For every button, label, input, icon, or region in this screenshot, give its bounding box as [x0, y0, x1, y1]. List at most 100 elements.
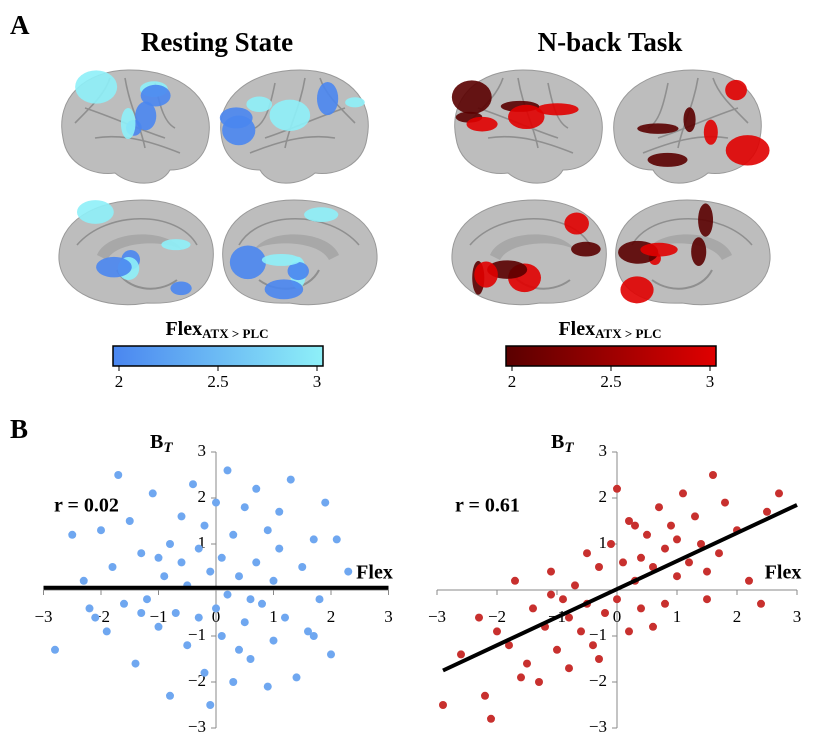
x-tick-label: 2: [508, 372, 517, 391]
data-point: [595, 563, 603, 571]
activation-patch: [246, 96, 273, 112]
activation-patch: [451, 80, 492, 114]
brain: [451, 199, 607, 306]
data-point: [565, 664, 573, 673]
data-point: [589, 641, 597, 650]
activation-patch: [96, 256, 132, 278]
data-point: [183, 641, 192, 650]
data-point: [200, 668, 209, 677]
corpus-callosum: [647, 234, 732, 260]
data-point: [595, 655, 603, 663]
data-point: [263, 682, 272, 691]
data-point: [166, 540, 174, 548]
corpus-callosum: [490, 234, 575, 260]
data-point: [275, 507, 284, 516]
data-point: [613, 484, 621, 493]
activation-patch: [76, 200, 114, 224]
panel-label: B: [10, 414, 28, 444]
data-point: [571, 581, 579, 590]
data-point: [505, 641, 513, 650]
data-point: [281, 613, 289, 622]
data-point: [757, 599, 765, 608]
brain: [58, 199, 214, 306]
data-point: [125, 517, 134, 525]
data-point: [240, 503, 249, 512]
activation-patch: [725, 79, 747, 101]
data-point: [114, 471, 123, 479]
y-axis-label-main: B: [150, 431, 163, 453]
data-point: [309, 632, 318, 640]
data-point: [559, 595, 567, 604]
activation-patch: [691, 237, 707, 266]
data-point: [625, 517, 633, 525]
activation-patch: [135, 101, 157, 131]
data-point: [535, 678, 543, 686]
data-point: [721, 498, 729, 507]
data-point: [691, 512, 699, 521]
activation-patch: [120, 107, 136, 140]
data-point: [240, 618, 249, 627]
data-point: [309, 535, 318, 544]
annotation: r = 0.02: [54, 495, 119, 517]
activation-patch: [466, 116, 498, 132]
x-tick-label: −3: [428, 607, 446, 626]
data-point: [745, 576, 753, 585]
data-point: [493, 627, 501, 636]
activation-patch: [219, 107, 253, 129]
data-point: [194, 613, 203, 622]
x-tick-label: 2: [327, 607, 336, 626]
x-tick-label: 2: [115, 372, 124, 391]
data-point: [697, 540, 705, 548]
sulcus: [642, 135, 729, 154]
data-point: [637, 604, 645, 613]
activation-patch: [261, 253, 301, 266]
x-axis-label: Flex: [356, 562, 393, 584]
sulcus: [124, 77, 146, 149]
y-tick-label: −3: [589, 717, 607, 736]
sulcus: [657, 107, 739, 139]
x-axis-label: Flex: [765, 562, 802, 584]
data-point: [137, 549, 146, 558]
data-point: [269, 636, 278, 645]
data-point: [517, 673, 525, 682]
data-point: [246, 595, 255, 604]
data-point: [304, 627, 312, 636]
x-tick-label: 3: [706, 372, 715, 391]
data-point: [661, 544, 669, 553]
activation-patch: [269, 99, 311, 131]
data-point: [154, 622, 163, 631]
data-point: [661, 599, 669, 608]
data-point: [229, 678, 238, 686]
activation-patch: [640, 242, 678, 257]
x-tick-label: 0: [212, 607, 221, 626]
y-axis-label-sub: T: [564, 440, 574, 456]
y-tick-label: 1: [599, 533, 608, 552]
data-point: [148, 489, 157, 498]
sulcus: [76, 218, 198, 246]
data-point: [679, 489, 687, 498]
sulcus: [94, 135, 181, 154]
activation-patch: [698, 203, 714, 237]
x-tick-label: 2: [733, 607, 742, 626]
x-tick-label: −2: [488, 607, 506, 626]
activation-patch: [725, 135, 770, 166]
activation-patch: [536, 103, 579, 116]
brainstem: [651, 269, 713, 290]
data-point: [649, 622, 657, 631]
data-point: [292, 673, 301, 682]
activation-patch: [683, 107, 696, 133]
brain: [613, 69, 770, 184]
colorbar-label: FlexATX > PLC: [165, 318, 268, 341]
colorbar-label-main: Flex: [165, 318, 202, 340]
data-point: [457, 650, 465, 659]
data-point: [131, 659, 140, 668]
data-point: [206, 567, 215, 576]
data-point: [235, 572, 243, 581]
corpus-callosum: [254, 234, 339, 260]
data-point: [68, 530, 77, 539]
data-point: [223, 466, 232, 475]
data-point: [177, 512, 186, 521]
data-point: [655, 503, 663, 512]
data-point: [194, 544, 203, 553]
data-point: [166, 691, 174, 700]
